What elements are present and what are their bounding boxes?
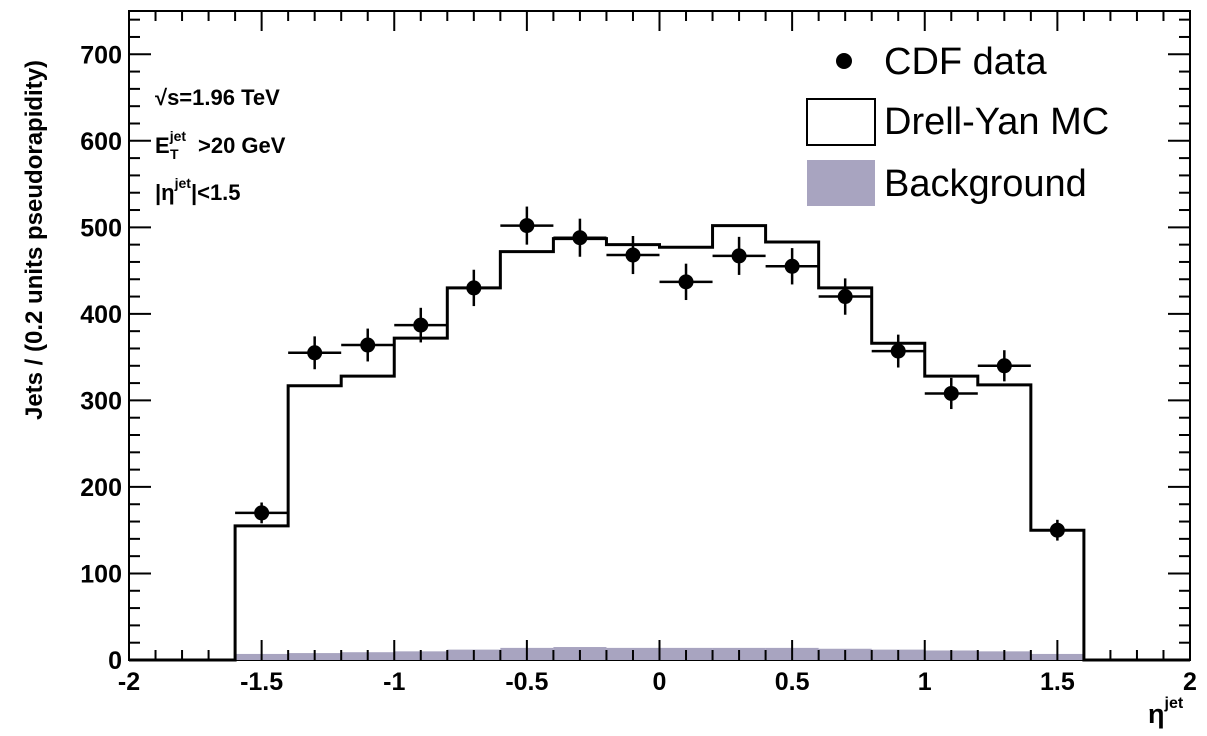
cdf-data-point-11	[818, 278, 872, 315]
cdf-data-marker-5	[519, 218, 535, 234]
drell-yan-mc-layer	[129, 224, 1190, 662]
legend-label-cdf-data: CDF data	[884, 41, 1047, 83]
annotation-eta-sup: jet	[174, 175, 192, 191]
y-tick-label-7: 700	[80, 41, 122, 69]
cdf-data-marker-7	[625, 247, 641, 263]
cdf-data-point-9	[712, 236, 766, 275]
cdf-data-marker-11	[837, 289, 853, 305]
x-axis-title: ηjet	[1148, 695, 1184, 729]
y-tick-label-1: 100	[80, 560, 122, 588]
y-tick-label-2: 200	[80, 474, 122, 502]
x-tick-label-5: 0.5	[775, 668, 810, 696]
annotation-et-cut: Ejet T >20 GeV	[155, 128, 286, 162]
cdf-data-layer	[235, 206, 1084, 541]
cdf-data-marker-4	[466, 280, 482, 296]
cdf-data-marker-6	[572, 230, 588, 246]
x-tick-label-8: 2	[1183, 668, 1197, 696]
legend-marker-drell-yan-mc	[806, 98, 876, 146]
legend-marker-background	[807, 160, 875, 206]
cdf-data-point-3	[394, 307, 448, 343]
annotation-et-sub: T	[170, 146, 179, 162]
x-tick-label-7: 1.5	[1040, 668, 1075, 696]
x-tick-label-4: 0	[653, 668, 667, 696]
cdf-data-marker-12	[890, 343, 906, 359]
x-axis-title-main: η	[1148, 699, 1165, 729]
cdf-data-point-4	[447, 269, 501, 307]
x-tick-label-0: -2	[118, 668, 140, 696]
x-tick-label-3: -0.5	[505, 668, 548, 696]
cdf-data-point-7	[606, 235, 660, 275]
legend-label-drell-yan-mc: Drell-Yan MC	[884, 101, 1109, 143]
cdf-data-marker-9	[731, 248, 747, 264]
cdf-data-point-10	[765, 248, 819, 285]
y-tick-label-5: 500	[80, 214, 122, 242]
cdf-data-marker-8	[678, 274, 694, 290]
cdf-data-marker-0	[254, 505, 270, 521]
cdf-data-point-1	[288, 336, 342, 370]
cdf-data-point-13	[924, 377, 978, 410]
cdf-data-point-5	[500, 206, 554, 245]
drell-yan-mc-step-line	[129, 224, 1190, 662]
axes-layer: -2 -1.5 -1 -0.5 0 0.5 1 1.5 2 0 100 200 300 400 500 600…	[80, 11, 1197, 696]
legend-label-background: Background	[884, 163, 1087, 205]
y-tick-label-3: 300	[80, 387, 122, 415]
x-tick-label-1: -1.5	[240, 668, 283, 696]
annotation-eta-cut: |ηjet|<1.5	[155, 175, 241, 205]
cdf-data-marker-2	[360, 337, 376, 353]
cdf-data-marker-13	[943, 385, 959, 401]
annotation-et-suffix: >20 GeV	[198, 133, 286, 158]
cdf-data-point-14	[977, 350, 1031, 382]
cdf-data-point-12	[871, 334, 925, 368]
cdf-data-point-0	[235, 502, 289, 524]
y-tick-label-4: 400	[80, 301, 122, 329]
y-axis-title: Jets / (0.2 units pseudorapidity)	[21, 60, 48, 420]
cdf-data-marker-14	[996, 358, 1012, 374]
annotation-eta-prefix: |η	[155, 180, 175, 205]
cdf-data-marker-15	[1049, 522, 1065, 538]
annotation-et-sup: jet	[169, 128, 187, 144]
x-tick-label-6: 1	[918, 668, 932, 696]
annotation-sqrt-s: √s=1.96 TeV	[155, 85, 280, 110]
cdf-data-marker-1	[307, 345, 323, 361]
x-tick-label-2: -1	[383, 668, 405, 696]
cdf-data-point-2	[341, 328, 395, 362]
y-tick-label-6: 600	[80, 128, 122, 156]
cdf-data-marker-10	[784, 258, 800, 274]
cdf-data-point-8	[659, 263, 713, 301]
legend: CDF data Drell-Yan MC Background	[806, 41, 1109, 206]
annotation-et-prefix: E	[155, 133, 170, 158]
cdf-data-marker-3	[413, 317, 429, 333]
x-axis-title-sup: jet	[1164, 695, 1184, 712]
cdf-data-point-6	[553, 218, 607, 257]
legend-marker-cdf-data	[836, 53, 852, 69]
annotation-eta-suffix: |<1.5	[191, 180, 241, 205]
y-tick-label-0: 0	[108, 647, 122, 675]
cdf-data-point-15	[1030, 519, 1084, 541]
